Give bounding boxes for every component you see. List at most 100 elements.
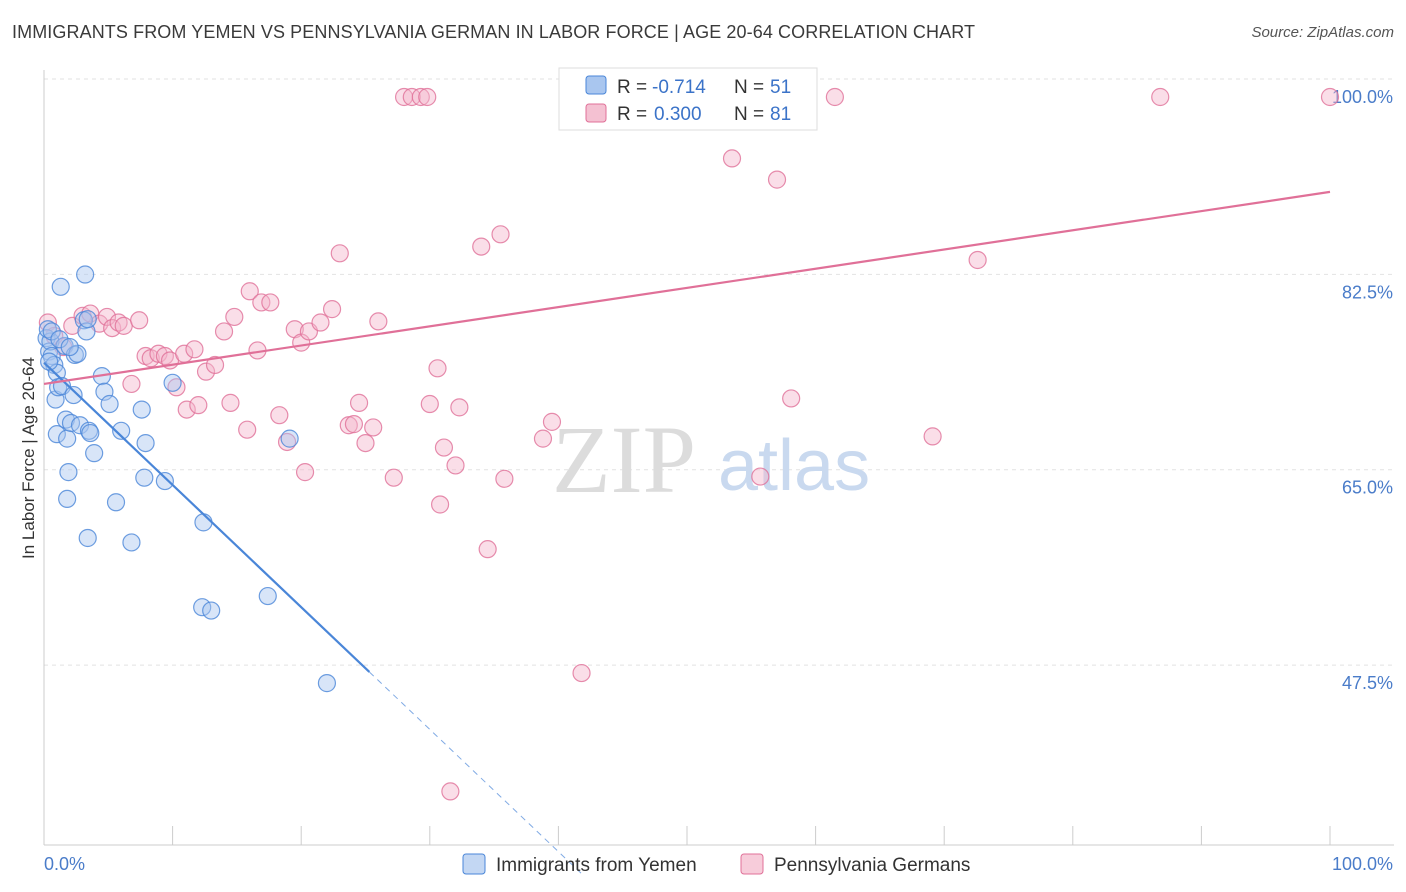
pink-point-78 (1320, 87, 1340, 107)
pink-point-51 (411, 87, 430, 107)
pink-point-55 (430, 495, 450, 514)
pink-point-70 (722, 149, 742, 168)
pink-point-12 (122, 374, 141, 394)
legend-n-label-pink: N = (734, 104, 764, 125)
pink-point-7 (97, 307, 117, 327)
blue-point-26 (81, 423, 100, 443)
watermark-atlas: atlas (718, 426, 870, 506)
pink-point-10 (114, 316, 133, 335)
blue-point-36 (136, 433, 155, 453)
blue-point-17 (64, 385, 83, 405)
blue-point-14 (59, 463, 78, 482)
legend-box: R = -0.714 N = 51 R = 0.300 N = 81 (558, 67, 818, 131)
x-ticks (172, 826, 1331, 845)
pink-point-20 (177, 400, 196, 419)
pink-point-25 (214, 322, 234, 341)
pink-point-64 (542, 412, 562, 431)
blue-point-27 (78, 528, 97, 548)
axes (43, 70, 1394, 846)
pink-point-77 (1151, 87, 1170, 107)
pink-point-72 (767, 170, 787, 189)
bottom-legend-label-pink: Pennsylvania Germans (774, 855, 970, 876)
pink-point-71 (751, 467, 770, 486)
legend-r-label-blue: R = (617, 77, 647, 98)
y-tick-labels: 100.0% 82.5% 65.0% 47.5% (1332, 87, 1393, 693)
pink-point-11 (130, 311, 149, 330)
pink-point-60 (478, 540, 497, 559)
gridlines (44, 78, 1394, 666)
blue-point-24 (78, 310, 97, 329)
blue-point-45 (317, 674, 337, 693)
pink-point-33 (270, 406, 289, 425)
pink-point-38 (295, 463, 315, 482)
blue-point-39 (163, 373, 182, 392)
blue-point-35 (132, 400, 151, 419)
pink-point-27 (225, 307, 244, 327)
pink-point-41 (330, 244, 349, 263)
pink-point-44 (349, 393, 369, 412)
trend-line-pink (43, 190, 1331, 386)
blue-point-31 (100, 394, 119, 414)
pink-point-73 (782, 389, 801, 408)
x-tick-label-min: 0.0% (44, 854, 85, 874)
blue-point-50 (40, 352, 59, 371)
pink-point-62 (495, 469, 514, 488)
y-tick-label-1: 82.5% (1342, 282, 1393, 302)
blue-point-23 (76, 265, 95, 284)
pink-point-58 (450, 398, 469, 417)
pink-point-54 (428, 359, 447, 378)
pink-point-75 (923, 427, 942, 446)
trend-line-blue (43, 361, 371, 673)
trend-lines (43, 190, 1331, 877)
pink-point-21 (185, 340, 204, 359)
pink-point-40 (322, 300, 342, 319)
pink-point-80 (441, 782, 460, 801)
x-tick-label-max: 100.0% (1332, 854, 1393, 874)
pink-point-26 (221, 393, 240, 412)
blue-point-15 (58, 489, 77, 509)
pink-point-24 (205, 355, 225, 375)
pink-point-45 (356, 433, 375, 453)
pink-point-53 (420, 394, 439, 414)
pink-point-9 (109, 313, 128, 332)
blue-point-33 (112, 421, 131, 440)
pink-point-57 (446, 456, 465, 475)
blue-point-32 (106, 493, 126, 512)
pink-point-23 (196, 362, 216, 381)
blue-point-49 (60, 337, 79, 357)
pink-point-63 (533, 429, 553, 448)
legend-n-label-blue: N = (734, 77, 764, 98)
pink-point-52 (418, 87, 437, 107)
blue-point-47 (42, 322, 61, 341)
pink-point-79 (572, 663, 591, 683)
pink-point-29 (240, 282, 259, 301)
blue-point-40 (194, 513, 213, 532)
legend-r-value-blue: -0.714 (652, 77, 706, 98)
legend-r-label-pink: R = (617, 104, 647, 125)
watermark-zip: ZIP (552, 406, 696, 513)
pink-point-76 (968, 250, 987, 270)
pink-point-74 (825, 87, 844, 107)
blue-point-37 (135, 468, 154, 487)
y-tick-label-2: 65.0% (1342, 478, 1393, 498)
y-tick-label-0: 100.0% (1332, 87, 1393, 107)
legend-r-value-pink: 0.300 (654, 104, 702, 125)
pink-point-59 (472, 237, 491, 256)
pink-point-34 (277, 432, 297, 452)
pink-point-22 (189, 396, 208, 415)
blue-point-8 (47, 425, 66, 444)
blue-point-13 (58, 429, 77, 448)
blue-point-42 (202, 601, 221, 620)
legend-n-value-blue: 51 (770, 77, 791, 98)
legend-swatch-pink (585, 103, 607, 123)
pink-point-32 (261, 293, 280, 312)
pink-point-28 (238, 420, 257, 439)
watermark: ZIP atlas (552, 406, 870, 513)
blue-point-34 (122, 533, 141, 552)
pink-point-43 (344, 415, 364, 434)
blue-point-9 (51, 277, 70, 296)
bottom-legend: Immigrants from Yemen Pennsylvania Germa… (462, 853, 970, 876)
bottom-legend-label-blue: Immigrants from Yemen (496, 855, 697, 876)
legend-swatch-blue (585, 75, 607, 95)
